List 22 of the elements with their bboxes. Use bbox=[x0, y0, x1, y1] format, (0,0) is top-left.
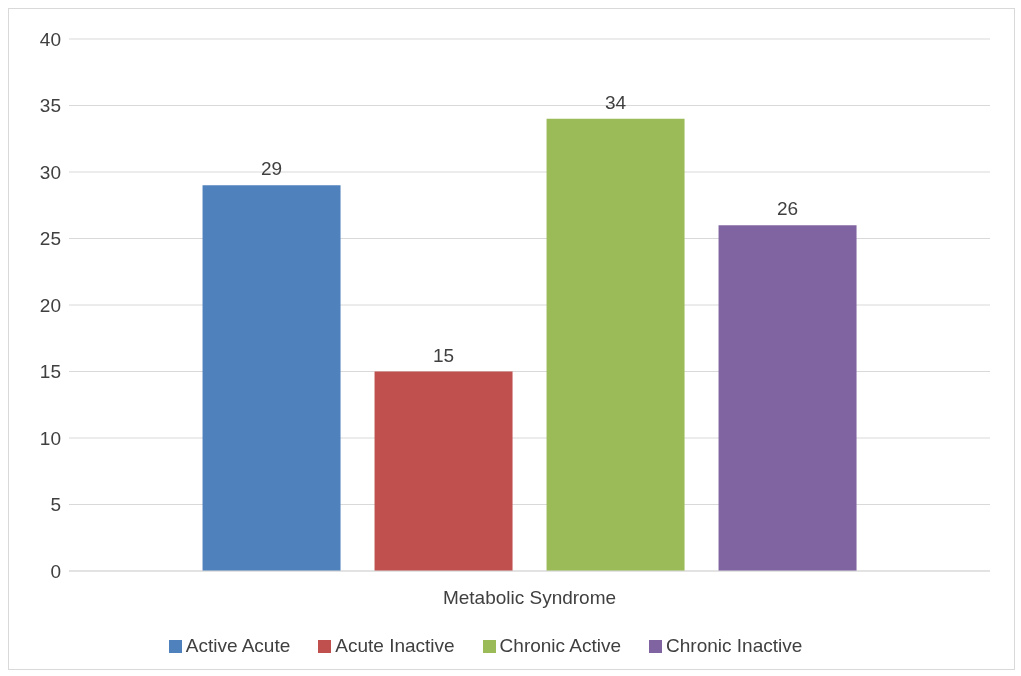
bar bbox=[718, 225, 857, 571]
y-tick-label: 5 bbox=[50, 494, 61, 516]
y-tick-label: 40 bbox=[39, 28, 61, 50]
bar bbox=[546, 118, 685, 571]
y-tick-label: 25 bbox=[39, 228, 61, 250]
bar bbox=[374, 371, 513, 571]
y-tick-label: 20 bbox=[39, 294, 61, 316]
y-tick-label: 30 bbox=[39, 161, 61, 183]
legend-label: Chronic Inactive bbox=[666, 635, 803, 656]
y-tick-label: 35 bbox=[39, 95, 61, 117]
legend-label: Chronic Active bbox=[499, 635, 622, 656]
data-label: 26 bbox=[776, 198, 799, 220]
data-label: 34 bbox=[604, 91, 627, 113]
bar bbox=[202, 185, 341, 571]
legend-label: Active Acute bbox=[185, 635, 291, 656]
y-tick-label: 0 bbox=[50, 560, 61, 582]
x-tick-label: Metabolic Syndrome bbox=[442, 587, 617, 609]
y-tick-label: 10 bbox=[39, 427, 61, 449]
data-label: 29 bbox=[260, 158, 283, 180]
legend-label: Acute Inactive bbox=[335, 635, 455, 656]
y-tick-label: 15 bbox=[39, 361, 61, 383]
data-label: 15 bbox=[432, 344, 455, 366]
